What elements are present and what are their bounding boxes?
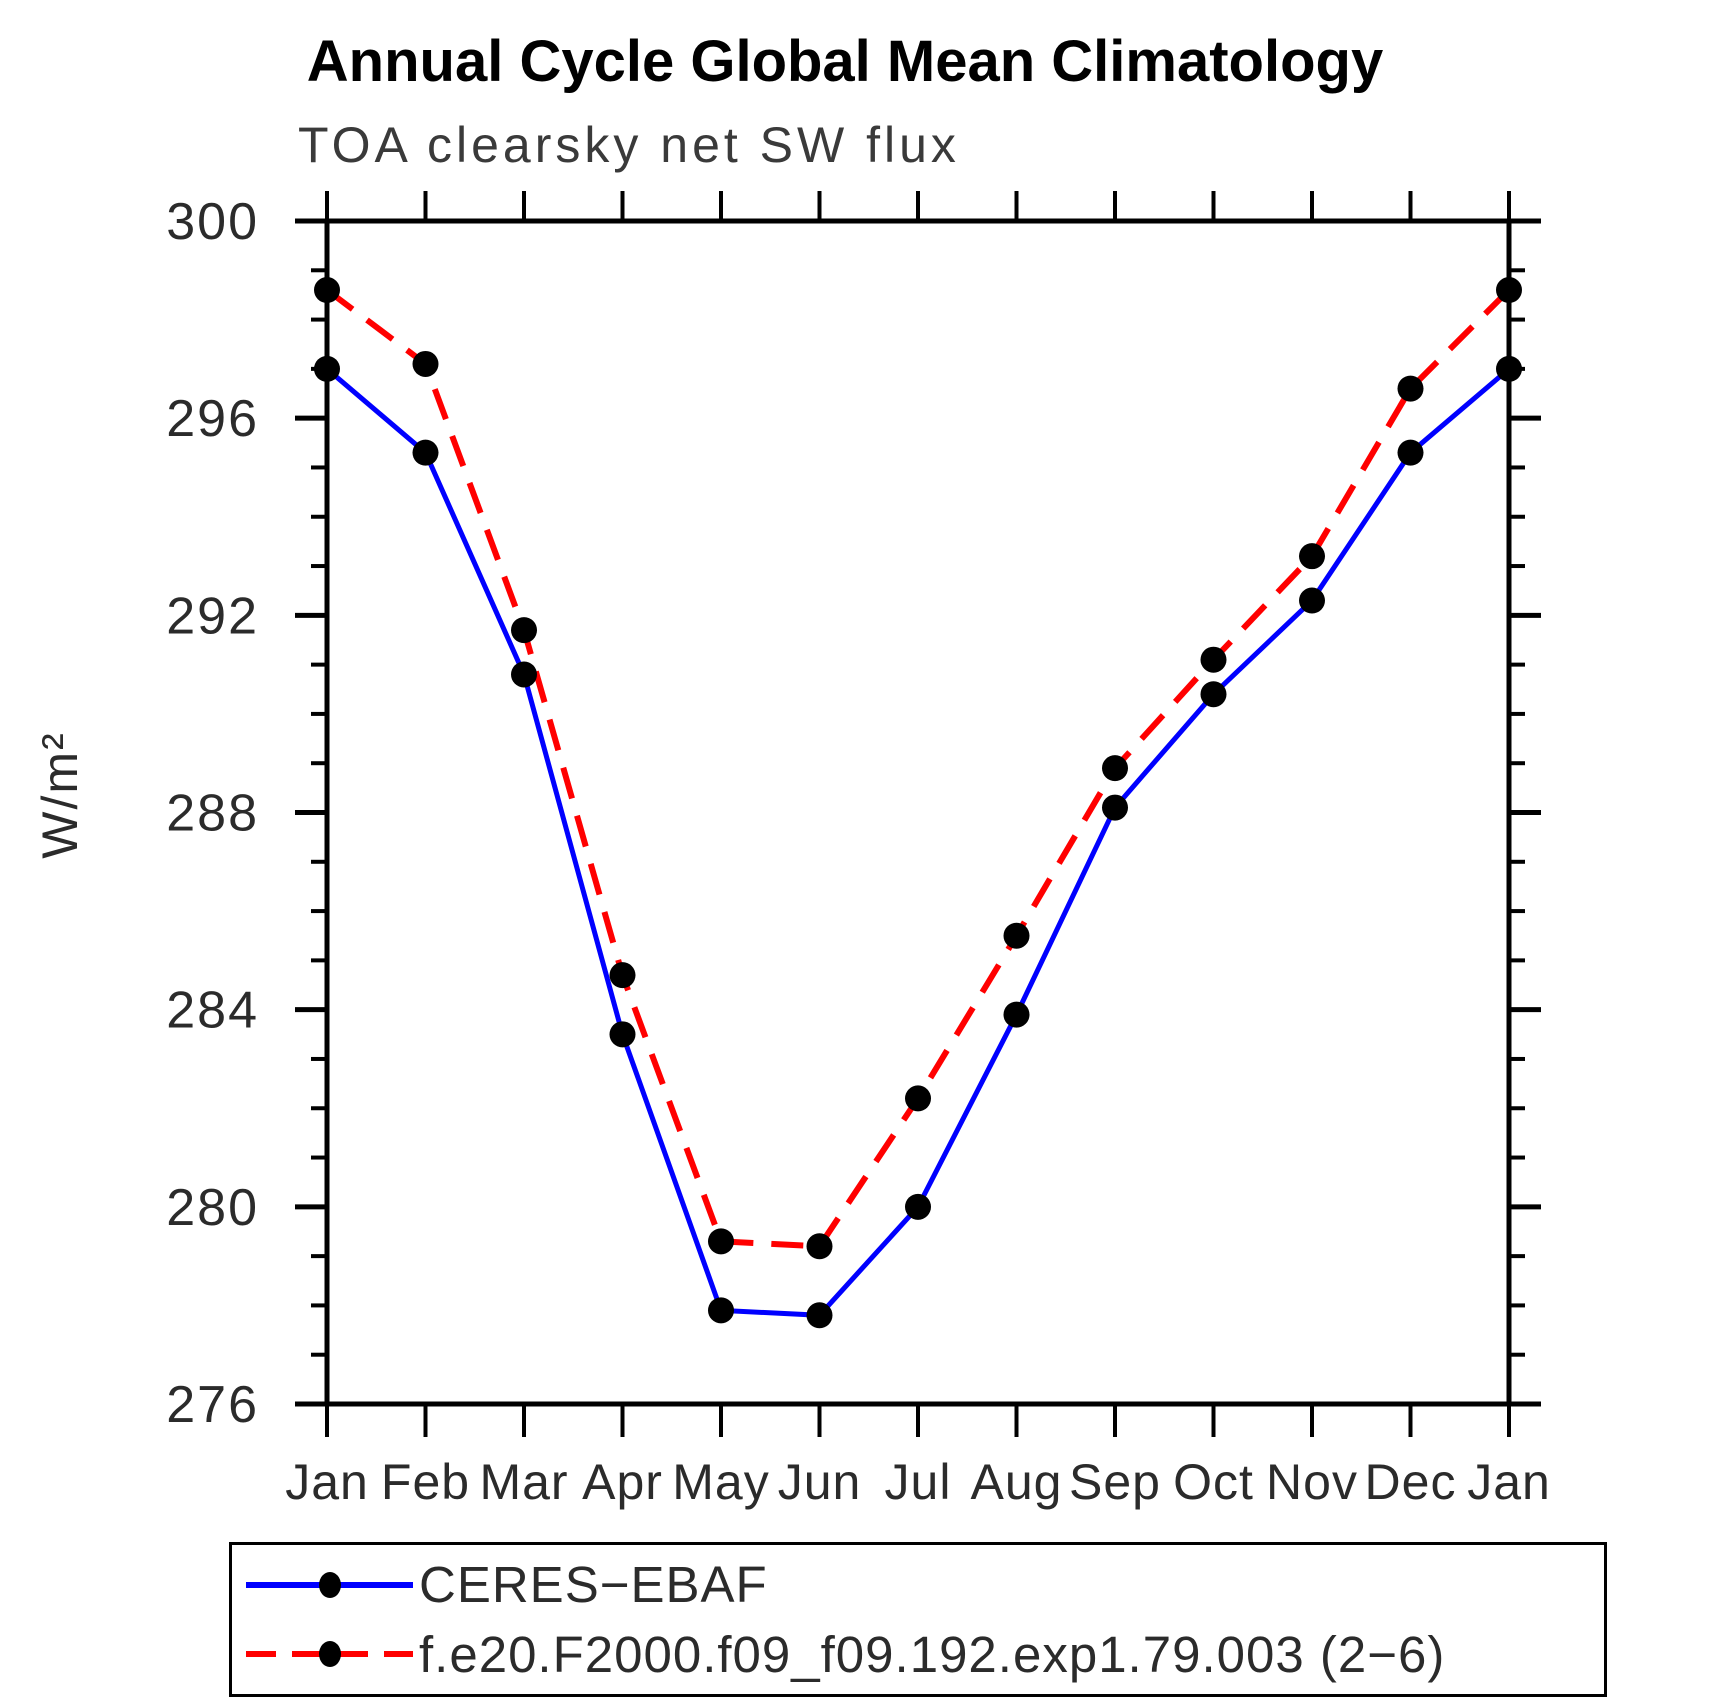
data-point-s1-9 xyxy=(1200,646,1227,673)
data-point-s0-9 xyxy=(1200,681,1227,708)
legend-label-model: f.e20.F2000.f09_f09.192.exp1.79.003 (2−6… xyxy=(419,1625,1446,1683)
x-tick-label: Jul xyxy=(885,1454,952,1510)
data-point-s1-0 xyxy=(314,277,340,304)
data-point-s0-10 xyxy=(1299,587,1325,614)
x-tick-label: Apr xyxy=(582,1454,663,1510)
data-point-s0-12 xyxy=(1496,355,1522,382)
x-tick-label: Dec xyxy=(1365,1454,1457,1510)
data-point-s0-4 xyxy=(708,1297,734,1324)
y-tick-label: 292 xyxy=(166,587,259,645)
data-point-s0-6 xyxy=(905,1193,931,1220)
data-point-s0-11 xyxy=(1397,439,1424,466)
data-point-s1-11 xyxy=(1397,375,1424,402)
legend-sample-line-dashed xyxy=(246,1641,413,1668)
data-point-s1-8 xyxy=(1102,755,1128,782)
data-point-s1-3 xyxy=(609,962,636,989)
x-tick-label: Aug xyxy=(971,1454,1063,1510)
page-title: Annual Cycle Global Mean Climatology xyxy=(306,29,1384,94)
data-point-s1-2 xyxy=(511,617,537,644)
y-tick-label: 284 xyxy=(166,982,259,1040)
legend-item-ceres: CERES−EBAF xyxy=(232,1555,1604,1614)
data-point-s1-4 xyxy=(708,1228,734,1255)
data-point-s0-7 xyxy=(1003,1001,1030,1028)
x-tick-label: Nov xyxy=(1266,1454,1358,1510)
y-tick-label: 280 xyxy=(166,1179,259,1237)
x-tick-label: Feb xyxy=(381,1454,470,1510)
legend-item-model: f.e20.F2000.f09_f09.192.exp1.79.003 (2−6… xyxy=(232,1625,1604,1684)
x-tick-label: May xyxy=(672,1454,769,1510)
x-tick-label: Jun xyxy=(778,1454,862,1510)
data-point-s0-0 xyxy=(314,355,340,382)
data-point-s0-5 xyxy=(806,1302,833,1329)
legend-label-ceres: CERES−EBAF xyxy=(419,1556,768,1614)
x-tick-label: Jan xyxy=(1467,1454,1551,1510)
plot-frame xyxy=(324,218,1512,1407)
x-tick-label: Oct xyxy=(1173,1454,1254,1510)
data-point-s0-8 xyxy=(1102,794,1128,821)
data-point-s1-12 xyxy=(1496,277,1522,304)
x-tick-label: Sep xyxy=(1069,1454,1161,1510)
y-tick-label: 288 xyxy=(166,785,259,843)
x-tick-label: Mar xyxy=(479,1454,568,1510)
data-point-s1-5 xyxy=(806,1233,833,1260)
data-point-s0-1 xyxy=(412,439,439,466)
legend: CERES−EBAF f.e20.F2000.f09_f09.192.exp1.… xyxy=(229,1542,1607,1697)
data-point-s1-6 xyxy=(905,1085,931,1112)
legend-marker-dot xyxy=(319,1641,341,1668)
data-point-s1-7 xyxy=(1003,922,1030,949)
data-point-s0-3 xyxy=(609,1021,636,1048)
x-tick-label: Jan xyxy=(285,1454,369,1510)
series-line-0 xyxy=(325,366,1511,1318)
data-point-s1-1 xyxy=(412,350,439,377)
data-point-s0-2 xyxy=(511,661,537,688)
data-point-s1-10 xyxy=(1299,543,1325,570)
y-tick-label: 296 xyxy=(166,390,259,448)
legend-marker-dot xyxy=(319,1571,341,1598)
y-tick-label: 276 xyxy=(166,1376,259,1434)
legend-sample-line-solid xyxy=(246,1571,413,1598)
y-tick-label: 300 xyxy=(166,193,259,251)
chart-subtitle: TOA clearsky net SW flux xyxy=(298,117,960,173)
